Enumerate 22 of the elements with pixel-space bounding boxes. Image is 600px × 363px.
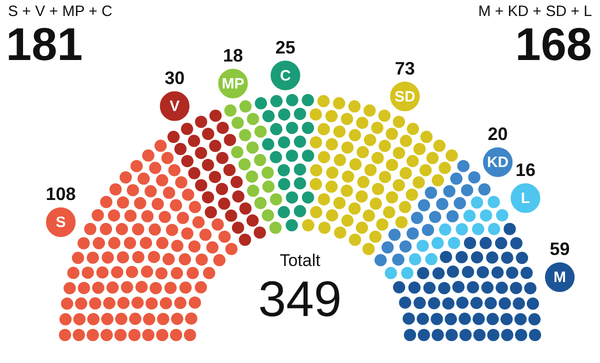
category-label: KD (486, 154, 509, 172)
category-label: C (280, 67, 291, 84)
category-label: M (554, 269, 566, 286)
data-label: 20 (488, 124, 508, 144)
data-label: 18 (223, 46, 244, 66)
text: S + V + MP + C (8, 3, 113, 20)
category-label: S (56, 214, 66, 232)
category-label: SD (394, 88, 416, 106)
text: 349 (258, 271, 342, 327)
category-label: MP (222, 76, 244, 93)
category-label: V (170, 98, 180, 116)
data-label: 30 (164, 68, 185, 88)
text: M + KD + SD + L (478, 3, 592, 20)
text: 181 (6, 18, 83, 70)
data-label: 16 (515, 160, 536, 180)
text: Totalt (280, 251, 321, 270)
category-label: L (520, 190, 530, 208)
text: 168 (515, 18, 592, 70)
data-label: 108 (46, 184, 76, 204)
data-label: 25 (275, 37, 296, 58)
data-label: 59 (550, 239, 570, 260)
data-label: 73 (394, 58, 415, 78)
